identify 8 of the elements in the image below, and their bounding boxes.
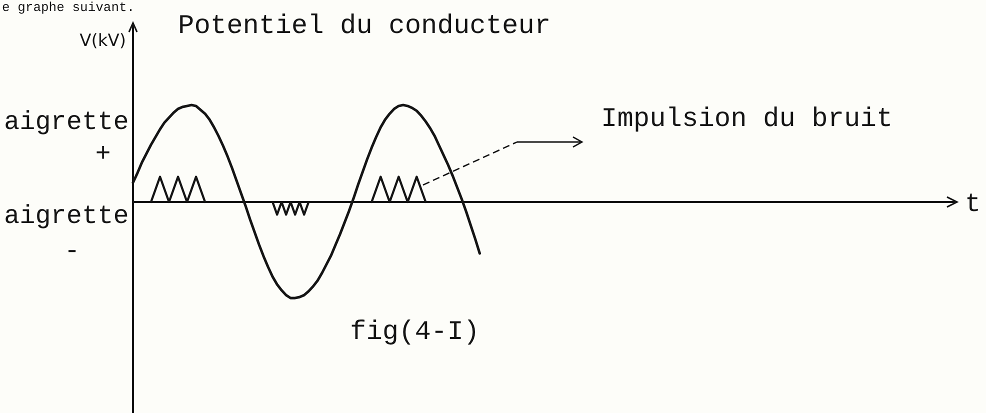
x-axis-title: t: [965, 189, 981, 219]
text: fig(4-I): [350, 318, 480, 348]
text: aigrette -: [4, 201, 129, 266]
text: aigrette +: [4, 107, 129, 169]
y-axis-title: V(kV): [80, 31, 126, 51]
text: e graphe suivant.: [2, 0, 135, 15]
annotation: Impulsion du bruit: [601, 105, 893, 135]
chart-title: Potentiel du conducteur: [178, 12, 551, 42]
